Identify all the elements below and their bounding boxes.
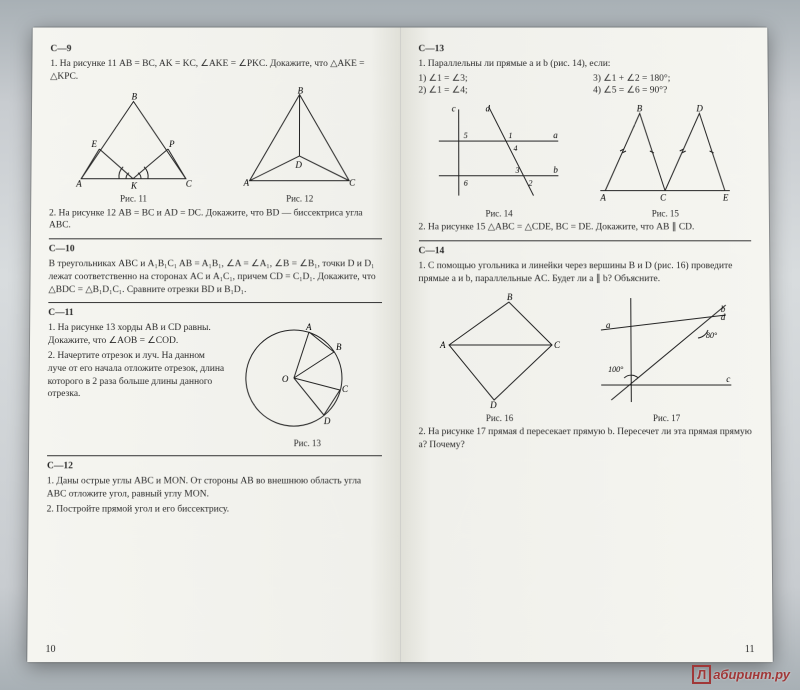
svg-text:D: D — [322, 416, 330, 426]
s13-p2: 2. На рисунке 15 △ABC = △CDE, BC = DE. Д… — [418, 222, 751, 235]
s13-sub3: 3) ∠1 + ∠2 = 180°; — [593, 72, 750, 85]
svg-text:B: B — [637, 104, 643, 114]
s9-p2: 2. На рисунке 12 AB = BC и AD = DC. Дока… — [49, 207, 382, 232]
svg-text:E: E — [91, 139, 98, 149]
s14-p1: 1. С помощью угольника и линейки через в… — [418, 260, 751, 286]
svg-text:K: K — [130, 181, 138, 191]
separator — [47, 456, 381, 457]
svg-text:6: 6 — [464, 179, 468, 188]
svg-text:100°: 100° — [608, 365, 624, 374]
s13-subs: 1) ∠1 = ∠3; 2) ∠1 = ∠4; 3) ∠1 + ∠2 = 180… — [418, 72, 750, 97]
svg-text:80°: 80° — [706, 331, 718, 340]
svg-text:A: A — [439, 340, 446, 350]
fig14-caption: Рис. 14 — [434, 208, 564, 220]
s11-p2: 2. Начертите отрезок и луч. На данном лу… — [48, 350, 226, 401]
s14-head: С—14 — [418, 245, 751, 258]
svg-text:O: O — [281, 374, 288, 384]
s12-p2: 2. Постройте прямой угол и его биссектри… — [47, 503, 382, 516]
figure-17: b c a d 100° 80° Рис. 17 — [596, 290, 737, 424]
left-page: С—9 1. На рисунке 11 AB = BC, AK = KC, ∠… — [27, 28, 400, 663]
figure-12: A B C D Рис. 12 — [240, 87, 360, 205]
svg-text:2: 2 — [529, 179, 533, 188]
svg-text:C: C — [186, 179, 193, 189]
fig15-caption: Рис. 15 — [596, 208, 736, 220]
s13-figures: a b c d 5 1 4 6 3 2 Рис. 14 — [418, 102, 751, 220]
s13-p1: 1. Параллельны ли прямые a и b (рис. 14)… — [418, 58, 749, 71]
s10-p1: В треугольниках ABC и A₁B₁C₁ AB = A₁B₁, … — [48, 258, 381, 296]
s11-p1: 1. На рисунке 13 хорды AB и CD равны. До… — [48, 322, 226, 348]
right-page: С—13 1. Параллельны ли прямые a и b (рис… — [400, 28, 772, 663]
svg-text:A: A — [599, 193, 606, 203]
svg-text:d: d — [721, 312, 726, 322]
s10-head: С—10 — [49, 243, 382, 256]
s13-sub1: 1) ∠1 = ∠3; — [418, 72, 575, 85]
s12-head: С—12 — [47, 461, 382, 474]
svg-text:P: P — [168, 139, 175, 149]
svg-text:D: D — [695, 104, 703, 114]
s14-p2: 2. На рисунке 17 прямая d пересекает пря… — [419, 426, 753, 452]
svg-text:C: C — [341, 384, 348, 394]
s12-p1: 1. Даны острые углы ABC и MON. От сторон… — [47, 476, 382, 502]
svg-text:C: C — [660, 193, 667, 203]
svg-text:b: b — [554, 165, 559, 175]
svg-text:c: c — [726, 374, 730, 384]
svg-text:B: B — [507, 292, 513, 302]
svg-text:B: B — [336, 342, 342, 352]
s13-head: С—13 — [418, 43, 749, 56]
svg-text:a: a — [554, 130, 559, 140]
figure-16: A B C D Рис. 16 — [434, 290, 564, 424]
s11-head: С—11 — [48, 308, 381, 321]
fig13-caption: Рис. 13 — [233, 437, 381, 449]
svg-text:C: C — [554, 340, 561, 350]
fig17-caption: Рис. 17 — [596, 412, 736, 424]
s9-head: С—9 — [50, 43, 381, 56]
svg-text:A: A — [75, 179, 82, 189]
page-number-left: 10 — [45, 642, 55, 656]
book-spread: С—9 1. На рисунке 11 AB = BC, AK = KC, ∠… — [27, 28, 773, 663]
svg-text:B: B — [132, 92, 138, 102]
svg-text:C: C — [350, 178, 357, 188]
svg-text:3: 3 — [515, 166, 520, 175]
svg-text:5: 5 — [464, 131, 468, 140]
svg-text:B: B — [298, 87, 304, 96]
svg-text:a: a — [606, 320, 611, 330]
svg-text:1: 1 — [509, 131, 513, 140]
separator — [48, 303, 381, 304]
svg-text:A: A — [305, 322, 312, 332]
figure-11: A B C E P K Рис. 11 — [71, 92, 196, 205]
fig16-caption: Рис. 16 — [434, 412, 564, 424]
s14-figures: A B C D Рис. 16 b — [418, 290, 752, 424]
svg-text:4: 4 — [514, 144, 518, 153]
s9-figures: A B C E P K Рис. 11 A B — [49, 87, 381, 205]
figure-14: a b c d 5 1 4 6 3 2 Рис. 14 — [434, 102, 564, 220]
separator — [418, 241, 751, 242]
fig12-caption: Рис. 12 — [240, 193, 360, 205]
watermark: Лабиринт.ру — [692, 665, 790, 684]
svg-text:D: D — [295, 160, 303, 170]
svg-text:A: A — [243, 178, 250, 188]
watermark-text: абиринт.ру — [713, 667, 790, 682]
fig11-caption: Рис. 11 — [71, 193, 196, 205]
s9-p1: 1. На рисунке 11 AB = BC, AK = KC, ∠AKE … — [50, 58, 381, 83]
page-number-right: 11 — [745, 642, 755, 656]
svg-text:d: d — [486, 104, 491, 114]
separator — [49, 239, 382, 240]
s13-sub4: 4) ∠5 = ∠6 = 90°? — [593, 85, 750, 98]
s13-sub2: 2) ∠1 = ∠4; — [418, 85, 575, 98]
watermark-logo: Л — [692, 665, 711, 684]
svg-text:D: D — [489, 400, 497, 410]
svg-text:E: E — [722, 193, 729, 203]
figure-15: A B C D E Рис. 15 — [595, 102, 735, 220]
figure-13: A B C D O Рис. 13 — [233, 320, 381, 449]
svg-text:c: c — [452, 104, 456, 114]
